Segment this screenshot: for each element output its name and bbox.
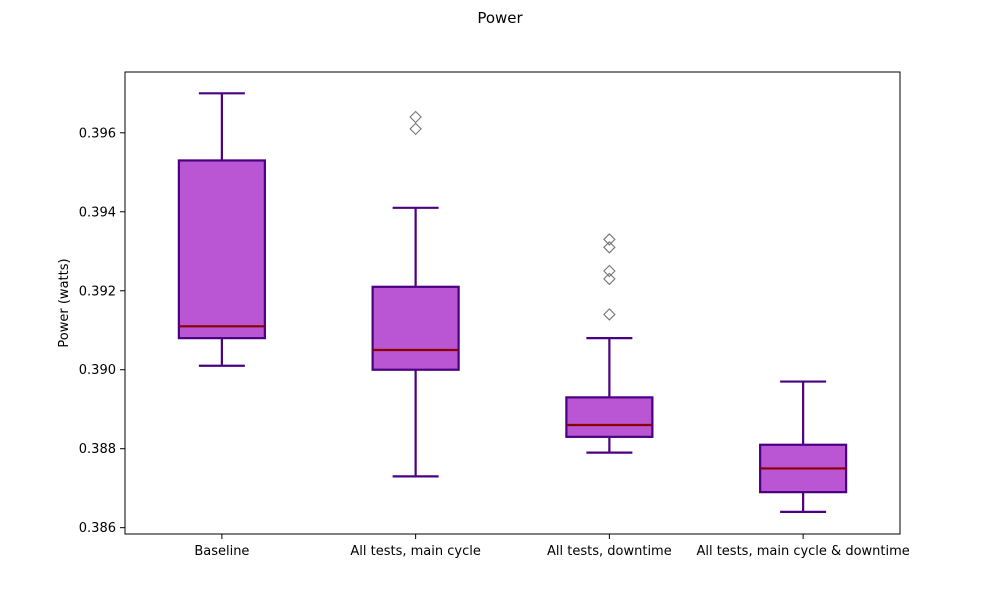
box-group <box>759 380 848 513</box>
chart-title: Power <box>477 9 523 27</box>
y-tick-label: 0.396 <box>79 126 116 141</box>
x-tick-label: All tests, main cycle <box>350 544 480 559</box>
boxes-layer <box>177 92 848 513</box>
plot-frame <box>124 71 901 535</box>
y-axis-label: Power (watts) <box>57 258 72 347</box>
outlier-point <box>603 241 616 254</box>
outlier-point <box>603 264 616 278</box>
box-group <box>565 233 654 454</box>
x-tick-label: All tests, downtime <box>547 544 672 559</box>
y-tick-label: 0.386 <box>79 521 116 536</box>
y-tick-label: 0.394 <box>79 205 116 220</box>
box <box>177 159 266 340</box>
outlier-point <box>603 272 616 286</box>
box <box>565 396 654 438</box>
outlier-point <box>409 122 422 136</box>
outlier-point <box>409 110 422 124</box>
ticks-layer: Baseline All tests, main cycle All tests, … <box>79 126 910 559</box>
box-group <box>177 92 266 367</box>
box <box>371 285 460 371</box>
outlier-point <box>603 233 616 246</box>
y-tick-label: 0.390 <box>79 363 116 378</box>
y-tick-label: 0.388 <box>79 442 116 457</box>
box-group <box>371 110 460 478</box>
outlier-point <box>603 308 616 321</box>
x-tick-label: Baseline <box>194 544 249 559</box>
y-tick-label: 0.392 <box>79 284 116 299</box>
x-tick-label: All tests, main cycle & downtime <box>696 544 909 559</box>
